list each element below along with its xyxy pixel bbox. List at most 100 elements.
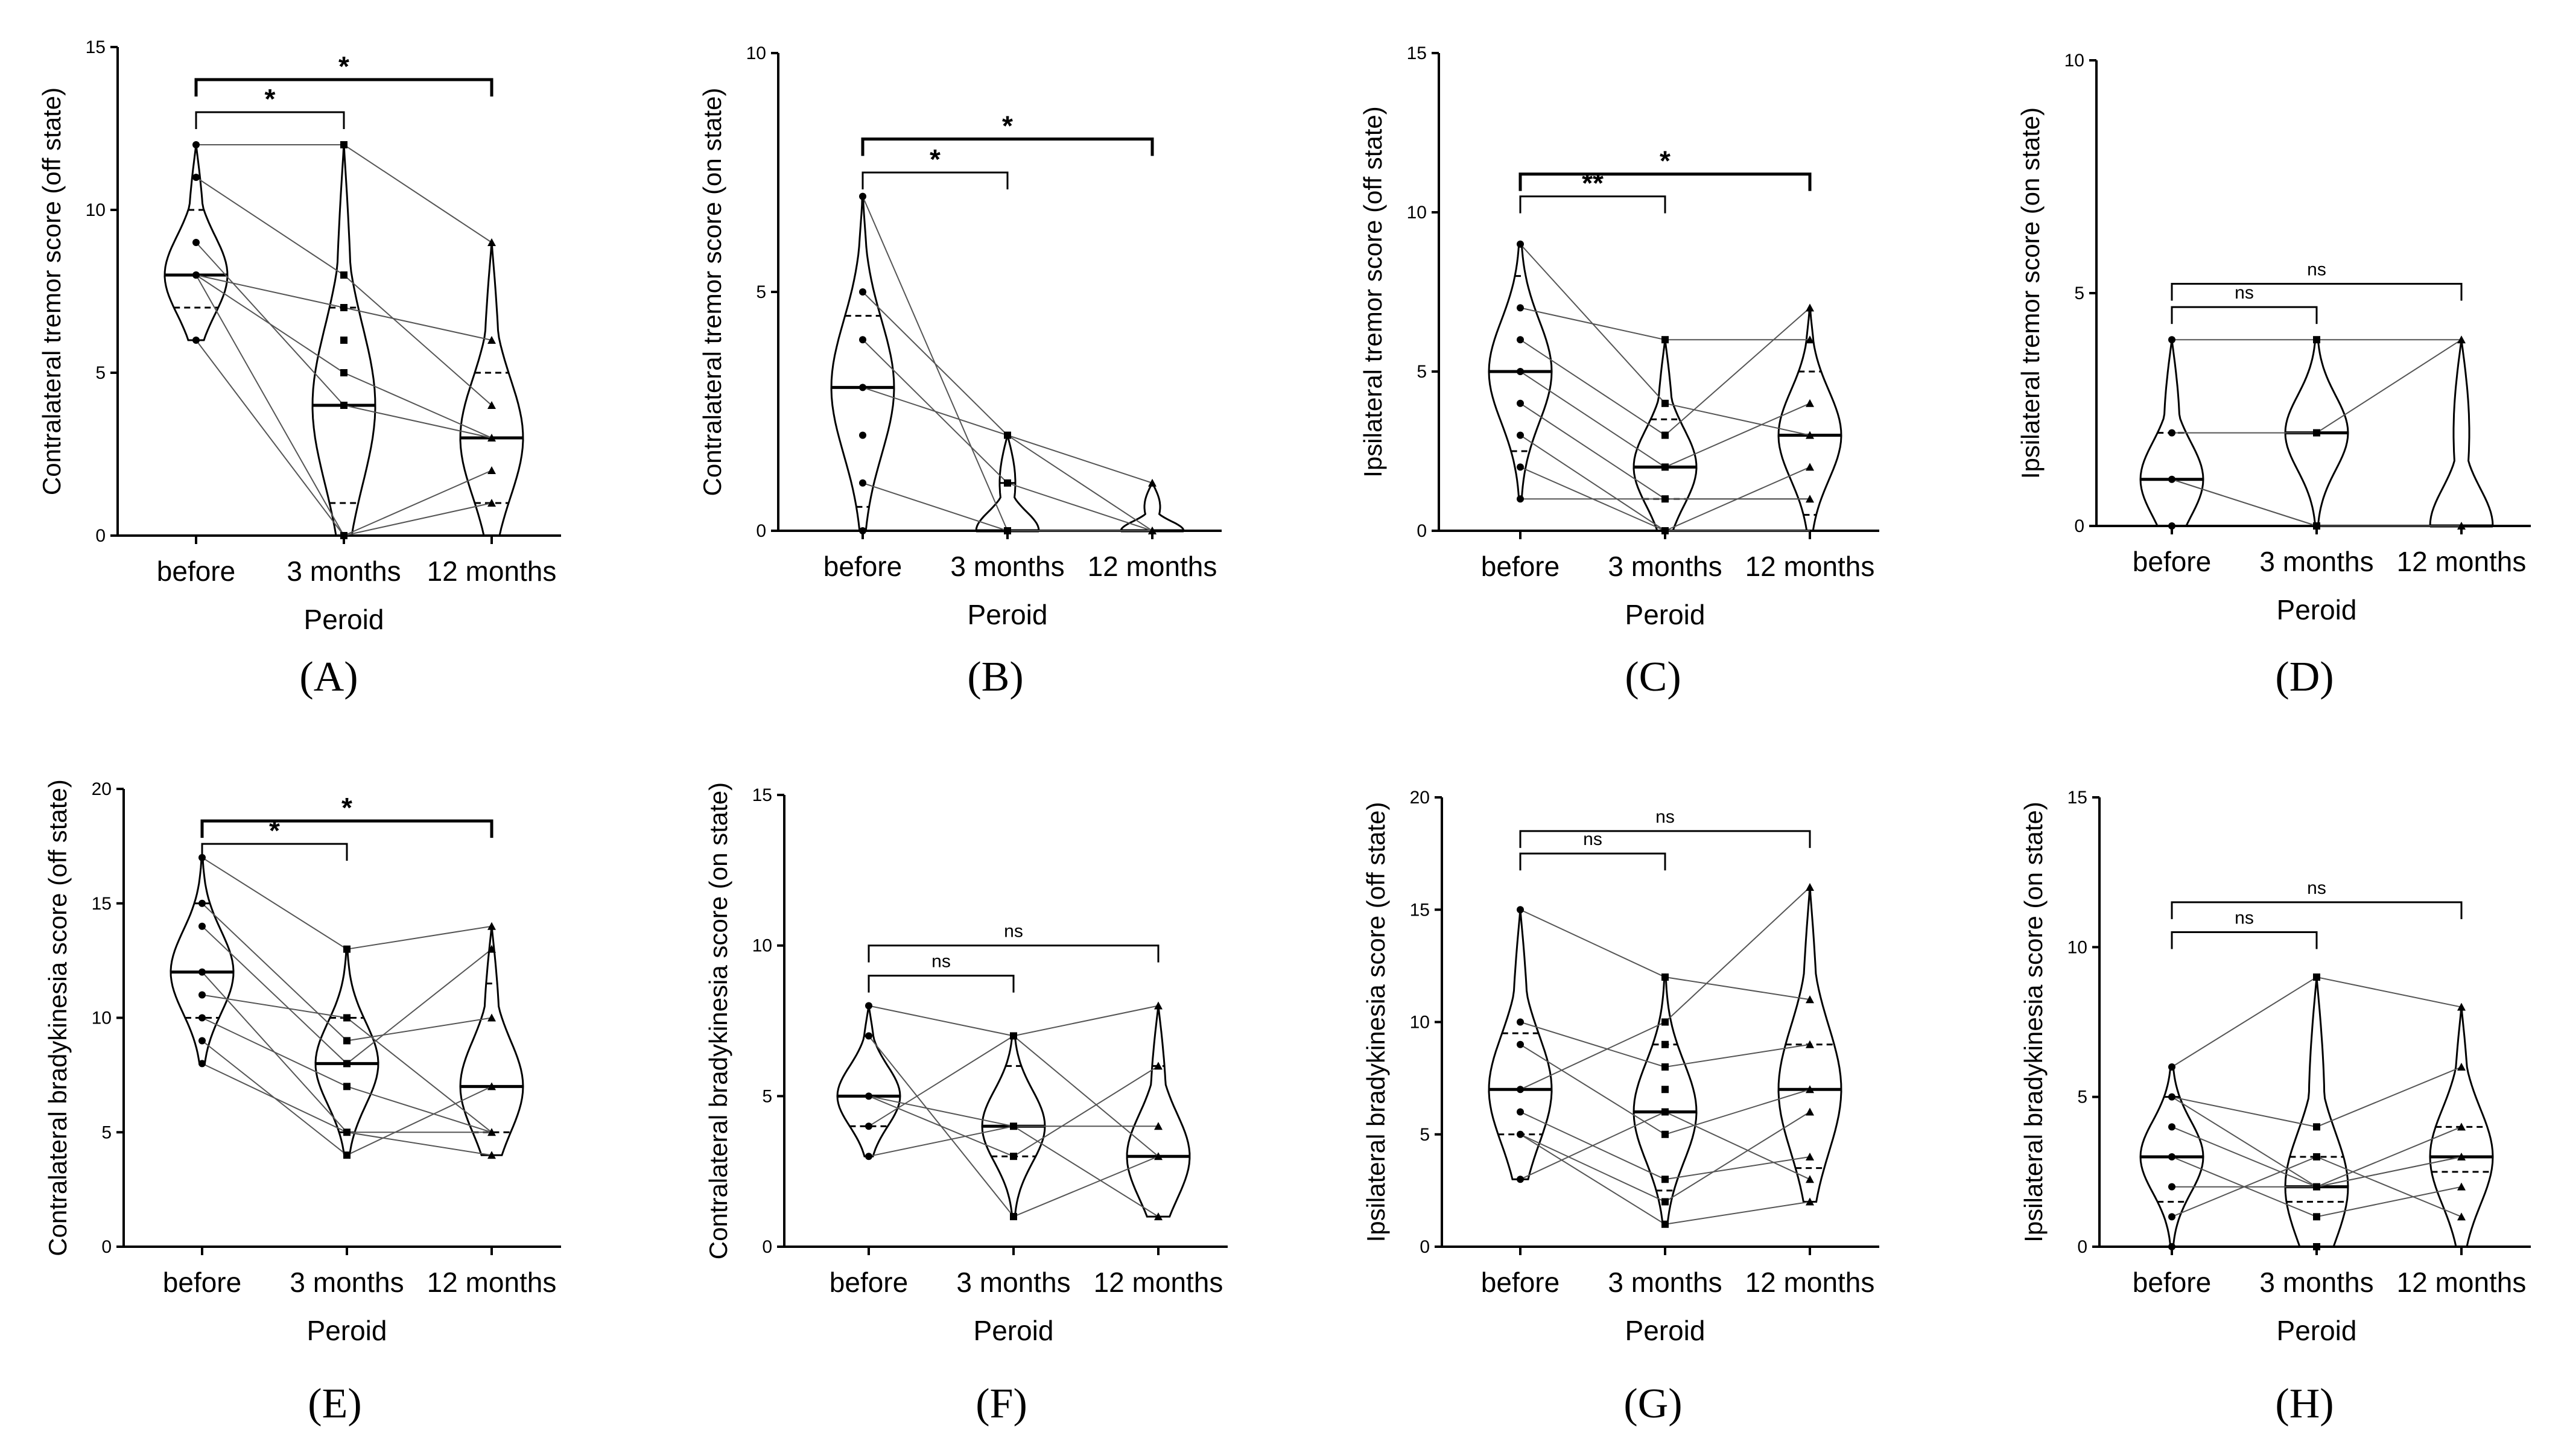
data-point: [487, 922, 496, 930]
significance-label: **: [1582, 168, 1604, 199]
data-point: [487, 499, 496, 507]
x-category-label: 3 months: [956, 1267, 1070, 1298]
data-point: [2457, 1212, 2466, 1221]
significance-bracket: [200, 819, 493, 838]
data-point: [340, 141, 347, 148]
data-point: [1661, 336, 1669, 344]
y-tick-label: 15: [2067, 788, 2087, 808]
data-point: [340, 402, 347, 409]
data-point: [1010, 1213, 1017, 1221]
x-axis-title: Peroid: [2277, 594, 2357, 625]
significance-bracket: [861, 171, 1009, 189]
paired-subject-line: [1520, 909, 1810, 1001]
data-point: [1806, 1197, 1814, 1206]
significance-bracket: [868, 945, 1160, 963]
x-category-label: 3 months: [2259, 1267, 2373, 1298]
x-category-label: before: [157, 555, 235, 587]
data-point: [198, 1037, 206, 1045]
x-axis-title: Peroid: [304, 604, 384, 635]
data-point: [340, 337, 347, 344]
y-tick-label: 5: [2077, 1087, 2087, 1107]
significance-label: *: [1002, 110, 1013, 142]
y-tick-label: 10: [86, 200, 106, 220]
data-point: [1806, 883, 1814, 891]
significance-bracket: [2171, 931, 2318, 949]
x-axis-title: Peroid: [968, 599, 1048, 630]
data-point: [2313, 522, 2320, 530]
y-tick-label: 10: [92, 1008, 112, 1028]
data-point: [859, 336, 866, 344]
x-category-label: 12 months: [1745, 551, 1875, 582]
panel-label: (A): [299, 654, 358, 700]
significance-label: ns: [2307, 878, 2326, 898]
significance-bracket: [868, 975, 1015, 993]
data-point: [1148, 527, 1157, 534]
data-point: [1517, 1086, 1524, 1094]
paired-subject-line: [1520, 434, 1810, 532]
paired-subject-line: [1520, 307, 1810, 341]
data-point: [1010, 1032, 1017, 1040]
paired-subject-line: [2171, 1096, 2462, 1188]
data-point: [1010, 1122, 1017, 1130]
paired-subject-line: [1520, 402, 1810, 500]
data-point: [1661, 1220, 1669, 1228]
y-tick-label: 15: [92, 894, 112, 914]
y-tick-label: 0: [1420, 1237, 1430, 1257]
violin-outline: [314, 948, 379, 1156]
paired-subject-line: [2172, 339, 2462, 434]
x-category-label: 12 months: [1094, 1267, 1223, 1298]
y-axis-title: Contralateral tremor score (on state): [698, 88, 726, 496]
y-tick-label: 20: [1410, 788, 1430, 808]
paired-subject-line: [862, 291, 1153, 484]
data-point: [2168, 475, 2175, 483]
data-point: [2168, 1093, 2175, 1101]
data-point: [1154, 1152, 1163, 1160]
panel-label: (D): [2275, 654, 2334, 700]
y-tick-label: 5: [756, 282, 766, 302]
x-axis-title: Peroid: [307, 1315, 387, 1346]
data-point: [198, 1060, 206, 1068]
data-point: [1806, 335, 1814, 344]
panel-label: (B): [967, 654, 1023, 700]
paired-subject-line: [1520, 1111, 1810, 1203]
data-point: [1661, 1018, 1669, 1026]
data-point: [2313, 973, 2320, 981]
data-point: [340, 369, 347, 376]
data-point: [487, 336, 496, 344]
data-point: [859, 431, 866, 439]
data-point: [2168, 522, 2175, 530]
data-point: [343, 1014, 351, 1022]
x-category-label: before: [163, 1267, 241, 1298]
data-point: [1154, 1001, 1163, 1010]
y-axis-title: Contralateral bradykinesia score (on sta…: [704, 782, 732, 1259]
y-tick-label: 0: [95, 526, 106, 546]
data-point: [1661, 1086, 1669, 1094]
data-point: [192, 141, 200, 148]
panel-label: (C): [1625, 654, 1681, 700]
significance-label: ns: [2235, 283, 2254, 303]
data-point: [1517, 240, 1524, 248]
data-point: [1517, 1176, 1524, 1183]
significance-bracket: [1519, 852, 1666, 871]
data-point: [487, 1151, 496, 1159]
data-point: [1517, 463, 1524, 471]
paired-subject-line: [868, 1035, 1159, 1157]
data-point: [1004, 431, 1011, 439]
significance-label: *: [341, 792, 352, 823]
data-point: [2168, 1183, 2175, 1191]
data-point: [343, 1037, 351, 1045]
significance-bracket: [1519, 195, 1666, 214]
data-point: [487, 1128, 496, 1136]
data-point: [1661, 399, 1669, 407]
x-category-label: 12 months: [2397, 546, 2527, 577]
y-tick-label: 5: [1420, 1125, 1430, 1145]
data-point: [2168, 336, 2175, 344]
data-point: [487, 401, 496, 409]
violin-outline: [1633, 976, 1698, 1226]
significance-bracket: [861, 138, 1154, 156]
data-point: [192, 271, 200, 279]
x-axis-title: Peroid: [974, 1315, 1054, 1346]
data-point: [1661, 1108, 1669, 1116]
x-category-label: 3 months: [2259, 546, 2373, 577]
significance-bracket: [1519, 830, 1811, 848]
